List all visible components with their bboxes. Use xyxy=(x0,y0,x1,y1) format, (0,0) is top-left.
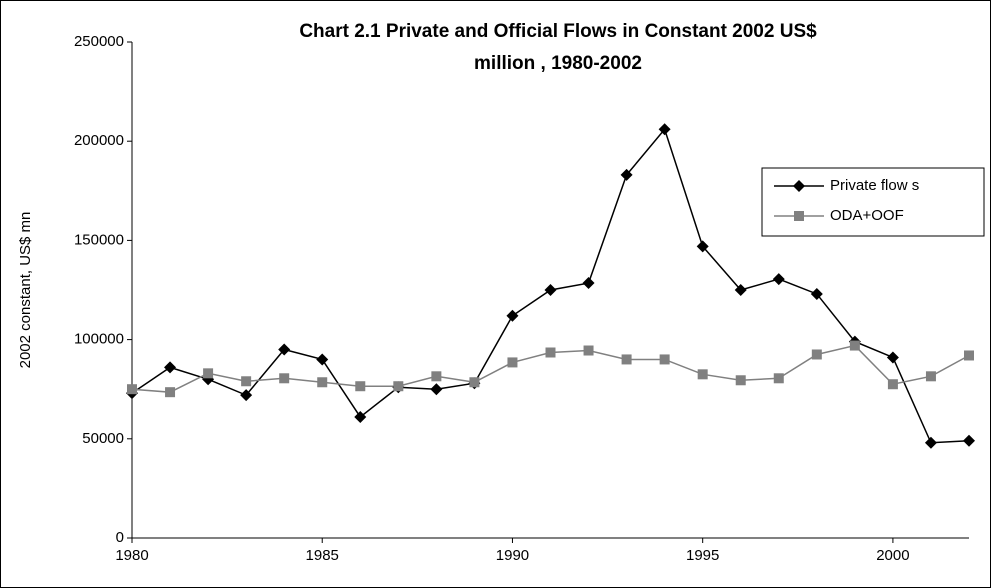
x-tick-label: 1985 xyxy=(306,547,339,564)
marker xyxy=(544,284,557,296)
marker xyxy=(964,350,974,361)
marker xyxy=(164,361,177,374)
chart-title: Chart 2.1 Private and Official Flows in … xyxy=(299,21,817,42)
x-tick-label: 1980 xyxy=(115,547,148,564)
legend-marker xyxy=(794,211,804,221)
marker xyxy=(849,340,860,351)
x-tick-label: 2000 xyxy=(876,547,909,564)
y-axis-label: 2002 constant, US$ mn xyxy=(17,212,34,369)
marker xyxy=(621,354,632,365)
marker xyxy=(317,377,328,388)
marker xyxy=(354,410,367,423)
marker xyxy=(963,434,975,447)
y-tick-label: 0 xyxy=(116,529,124,546)
y-tick-label: 100000 xyxy=(74,331,124,348)
marker xyxy=(506,309,519,322)
marker xyxy=(659,354,670,365)
marker xyxy=(772,273,785,286)
marker xyxy=(620,168,633,181)
marker xyxy=(545,347,556,358)
chart-title: million , 1980-2002 xyxy=(474,53,642,74)
marker xyxy=(583,345,594,356)
marker xyxy=(886,351,899,364)
marker xyxy=(203,368,214,379)
y-tick-label: 250000 xyxy=(74,33,124,50)
marker xyxy=(811,349,822,360)
marker xyxy=(697,369,708,380)
marker xyxy=(355,381,366,392)
marker xyxy=(735,375,746,386)
marker xyxy=(240,389,253,402)
marker xyxy=(431,371,442,382)
marker xyxy=(127,384,137,395)
marker xyxy=(430,383,443,396)
legend-label: Private flow s xyxy=(830,177,919,194)
marker xyxy=(925,371,936,382)
marker xyxy=(773,373,784,384)
marker xyxy=(279,373,290,384)
marker xyxy=(316,353,329,366)
y-tick-label: 150000 xyxy=(74,231,124,248)
x-tick-label: 1995 xyxy=(686,547,719,564)
marker xyxy=(924,436,937,449)
marker xyxy=(278,343,291,356)
legend-label: ODA+OOF xyxy=(830,207,904,224)
marker xyxy=(507,357,518,368)
marker xyxy=(658,123,671,136)
marker xyxy=(241,376,252,387)
marker xyxy=(582,277,595,290)
y-tick-label: 200000 xyxy=(74,132,124,149)
marker xyxy=(469,377,480,388)
y-tick-label: 50000 xyxy=(82,430,124,447)
marker xyxy=(887,379,898,390)
marker xyxy=(734,284,747,296)
marker xyxy=(696,240,709,253)
legend-box xyxy=(761,167,985,237)
marker xyxy=(810,287,823,300)
legend-marker xyxy=(793,180,805,192)
marker xyxy=(165,387,176,398)
x-tick-label: 1990 xyxy=(496,547,529,564)
marker xyxy=(393,381,404,392)
